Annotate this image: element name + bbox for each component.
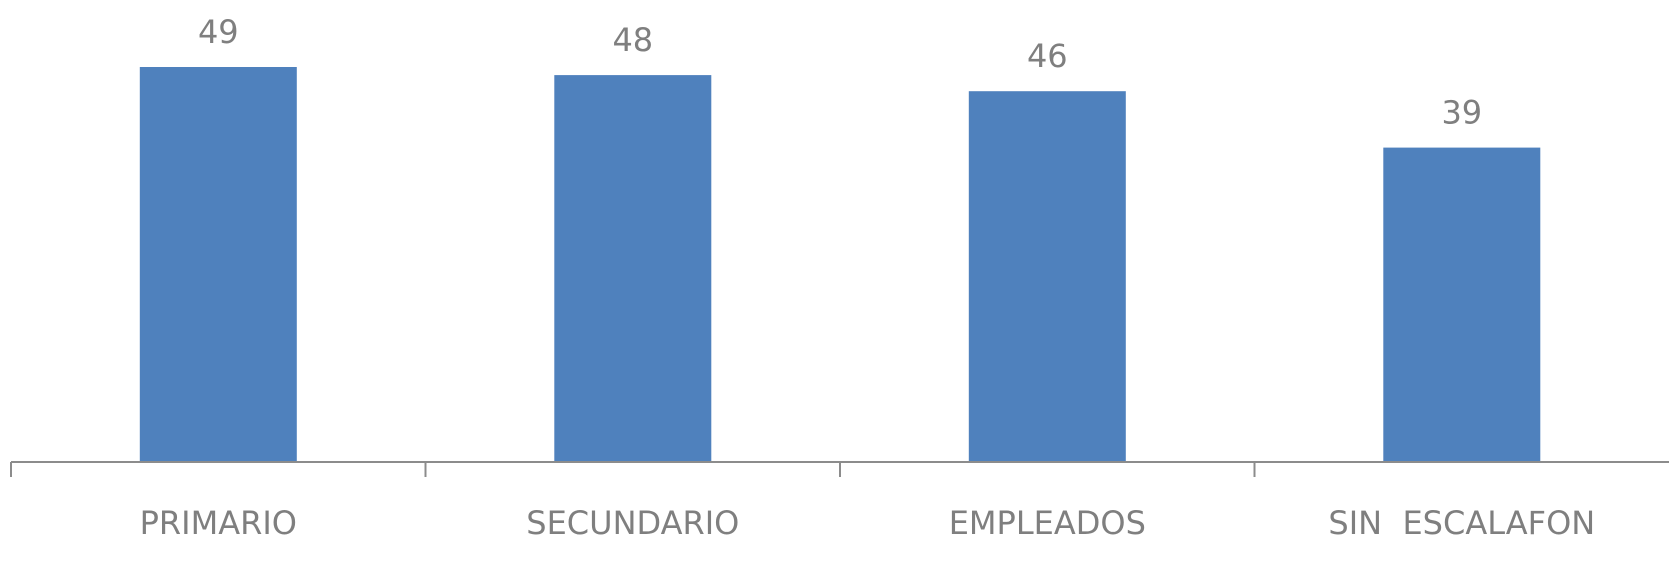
bar-3 bbox=[1383, 147, 1541, 462]
category-label-0: PRIMARIO bbox=[140, 504, 297, 542]
data-label-2: 46 bbox=[1027, 37, 1068, 75]
category-label-3: SIN ESCALAFON bbox=[1328, 504, 1595, 542]
category-label-1: SECUNDARIO bbox=[526, 504, 739, 542]
data-label-3: 39 bbox=[1441, 94, 1482, 132]
bar-0 bbox=[139, 67, 297, 462]
bar-2 bbox=[968, 91, 1126, 462]
bar-1 bbox=[554, 75, 712, 462]
data-label-1: 48 bbox=[612, 21, 653, 59]
data-label-0: 49 bbox=[198, 13, 239, 51]
category-label-2: EMPLEADOS bbox=[949, 504, 1146, 542]
